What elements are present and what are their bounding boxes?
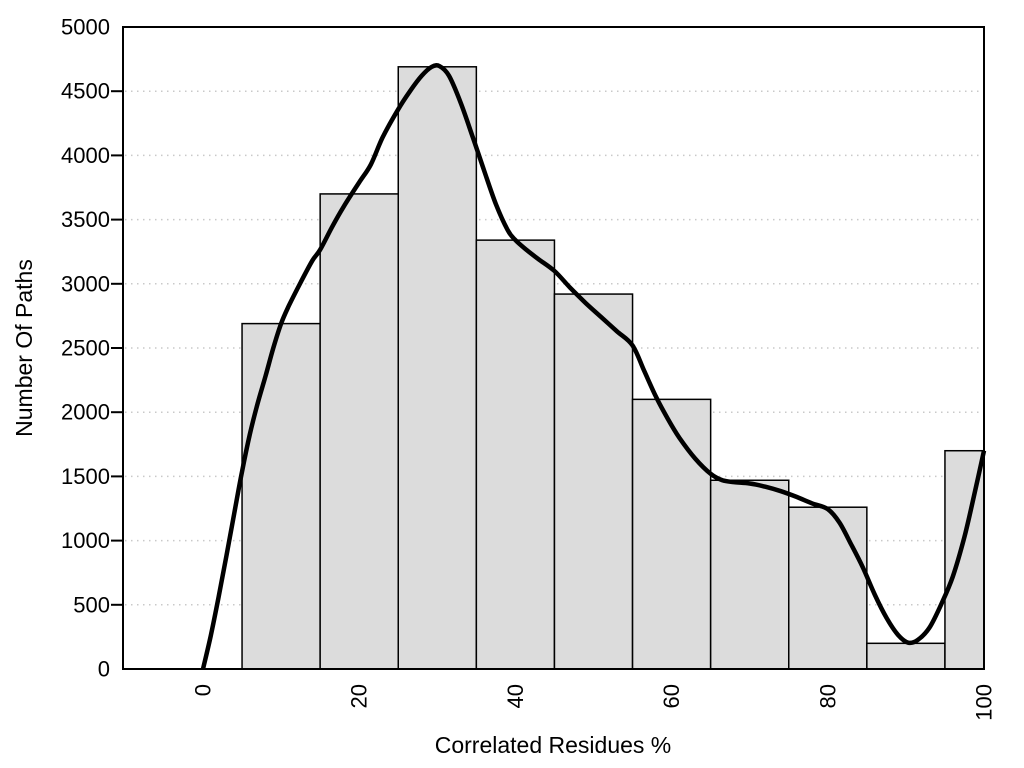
x-tick-label: 40 [503, 684, 528, 708]
histogram-bar [866, 642, 946, 670]
y-tick-label: 4000 [61, 143, 110, 168]
x-tick-label: 0 [191, 684, 216, 696]
histogram-bar [319, 193, 399, 670]
y-tick-label: 5000 [61, 15, 110, 40]
histogram-bar [631, 398, 712, 670]
histogram-bar [788, 506, 868, 670]
y-axis-ticks [111, 90, 123, 606]
y-tick-label: 500 [73, 592, 110, 617]
y-tick-label: 2500 [61, 336, 110, 361]
y-axis-title: Number Of Paths [11, 259, 37, 437]
histogram-bar [709, 479, 790, 670]
histogram-bar [241, 322, 321, 670]
y-tick-label: 2000 [61, 400, 110, 425]
histogram-bars [241, 66, 985, 670]
x-tick-label: 60 [659, 684, 684, 708]
y-tick-label: 1500 [61, 464, 110, 489]
density-curve [200, 63, 987, 670]
histogram-bar [475, 239, 556, 670]
y-tick-label: 3000 [61, 271, 110, 296]
x-tick-label: 80 [815, 684, 840, 708]
x-tick-label: 20 [347, 684, 372, 708]
y-tick-label: 1000 [61, 528, 110, 553]
x-tick-label: 100 [972, 684, 997, 721]
y-tick-label: 3500 [61, 207, 110, 232]
y-tick-label: 0 [98, 657, 110, 682]
histogram-bar [553, 293, 634, 670]
y-axis-tick-labels: 0 500 1000 1500 2000 2500 3000 3500 4000 4500 5000 [61, 15, 110, 682]
y-tick-label: 4500 [61, 79, 110, 104]
histogram-bar [397, 66, 478, 670]
x-axis-tick-labels: 0 20 40 60 80 100 [191, 684, 997, 721]
x-axis-title: Correlated Residues % [435, 732, 672, 758]
